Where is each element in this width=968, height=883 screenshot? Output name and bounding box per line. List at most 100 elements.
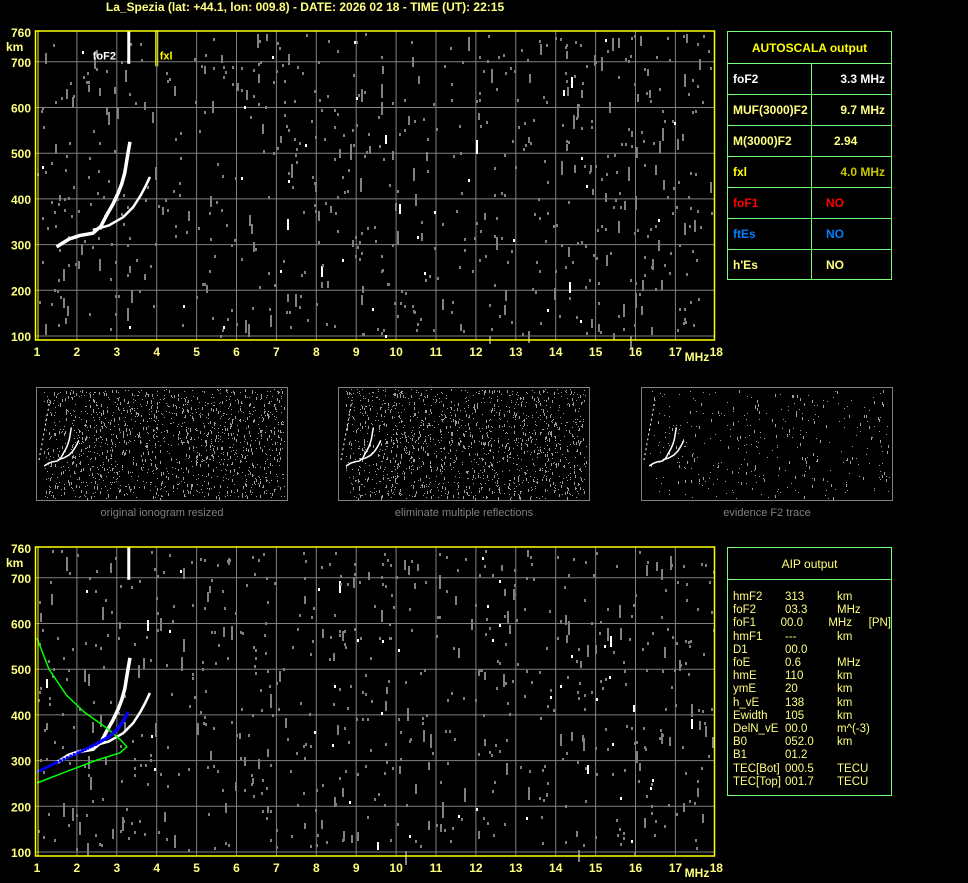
noise-echo — [134, 643, 136, 646]
noise-echo — [458, 442, 459, 443]
noise-echo — [405, 432, 406, 433]
noise-echo — [396, 433, 397, 434]
noise-echo — [68, 264, 70, 267]
noise-echo — [686, 599, 688, 602]
noise-echo — [485, 462, 486, 465]
noise-echo — [863, 477, 864, 480]
noise-echo — [151, 735, 153, 738]
noise-echo — [129, 430, 130, 431]
noise-echo — [491, 328, 493, 331]
noise-echo — [640, 36, 642, 46]
noise-echo — [124, 425, 125, 426]
noise-echo — [815, 414, 816, 415]
noise-echo — [468, 400, 469, 401]
noise-echo — [577, 491, 578, 492]
noise-echo — [224, 426, 225, 427]
noise-echo — [167, 451, 168, 452]
noise-echo — [695, 434, 696, 437]
noise-echo — [141, 442, 142, 443]
echo-trace — [43, 427, 73, 467]
noise-echo — [276, 474, 277, 475]
noise-echo — [654, 834, 656, 837]
noise-echo — [135, 421, 136, 422]
noise-echo — [250, 403, 251, 406]
noise-echo — [521, 468, 522, 469]
noise-echo — [85, 406, 86, 407]
noise-echo — [458, 815, 460, 818]
noise-echo — [70, 392, 71, 395]
noise-echo — [59, 457, 60, 458]
noise-echo — [79, 497, 80, 498]
noise-echo — [494, 235, 496, 238]
noise-echo — [451, 440, 452, 441]
noise-echo — [569, 297, 571, 300]
noise-echo — [141, 416, 142, 417]
noise-echo — [138, 665, 140, 678]
noise-echo — [535, 404, 536, 405]
noise-echo — [108, 497, 109, 498]
noise-echo — [495, 744, 497, 747]
noise-echo — [127, 410, 128, 413]
noise-echo — [353, 417, 354, 418]
noise-echo — [880, 471, 881, 472]
noise-echo — [213, 409, 214, 412]
noise-echo — [132, 428, 133, 429]
noise-echo — [255, 467, 256, 468]
noise-echo — [363, 333, 365, 336]
noise-echo — [625, 143, 627, 146]
noise-echo — [190, 431, 191, 432]
noise-echo — [560, 440, 561, 441]
noise-echo — [575, 422, 576, 423]
noise-echo — [274, 457, 275, 460]
noise-echo — [576, 660, 578, 663]
noise-echo — [232, 83, 234, 86]
noise-echo — [529, 74, 531, 83]
noise-echo — [479, 574, 481, 577]
noise-echo — [199, 402, 200, 403]
noise-echo — [115, 295, 117, 298]
noise-echo — [93, 701, 95, 704]
aip-row: foF1 00.0 MHz [PN] — [733, 617, 891, 630]
noise-echo — [444, 829, 446, 832]
noise-echo — [504, 424, 505, 425]
noise-echo — [117, 478, 118, 479]
noise-echo — [318, 211, 320, 221]
noise-echo — [540, 44, 542, 55]
noise-echo — [394, 443, 395, 444]
noise-echo — [261, 395, 262, 398]
noise-echo — [60, 429, 61, 430]
noise-echo — [154, 430, 155, 431]
noise-echo — [671, 686, 673, 689]
noise-echo — [314, 204, 316, 207]
noise-echo — [379, 427, 380, 430]
noise-echo — [200, 415, 201, 416]
noise-echo — [424, 441, 425, 442]
noise-echo — [237, 472, 238, 475]
noise-echo — [393, 394, 394, 395]
noise-echo — [283, 668, 285, 671]
noise-echo — [96, 402, 97, 403]
noise-echo — [228, 438, 229, 439]
noise-echo — [573, 436, 574, 437]
noise-echo — [95, 492, 96, 493]
noise-echo — [183, 639, 185, 652]
noise-echo — [132, 472, 133, 473]
noise-echo — [757, 408, 758, 411]
noise-echo — [137, 408, 138, 409]
noise-echo — [601, 57, 603, 71]
noise-echo — [174, 841, 176, 844]
noise-echo — [554, 487, 555, 488]
noise-echo — [835, 489, 836, 490]
noise-echo — [119, 622, 121, 629]
noise-echo — [63, 429, 64, 430]
noise-echo — [450, 47, 452, 50]
noise-echo — [504, 452, 505, 453]
noise-echo — [669, 494, 670, 495]
noise-echo — [462, 462, 463, 463]
noise-echo — [531, 490, 532, 491]
noise-echo — [471, 619, 473, 630]
noise-echo — [427, 453, 428, 456]
noise-echo — [669, 272, 671, 275]
noise-echo — [514, 431, 515, 434]
noise-echo — [339, 688, 341, 691]
